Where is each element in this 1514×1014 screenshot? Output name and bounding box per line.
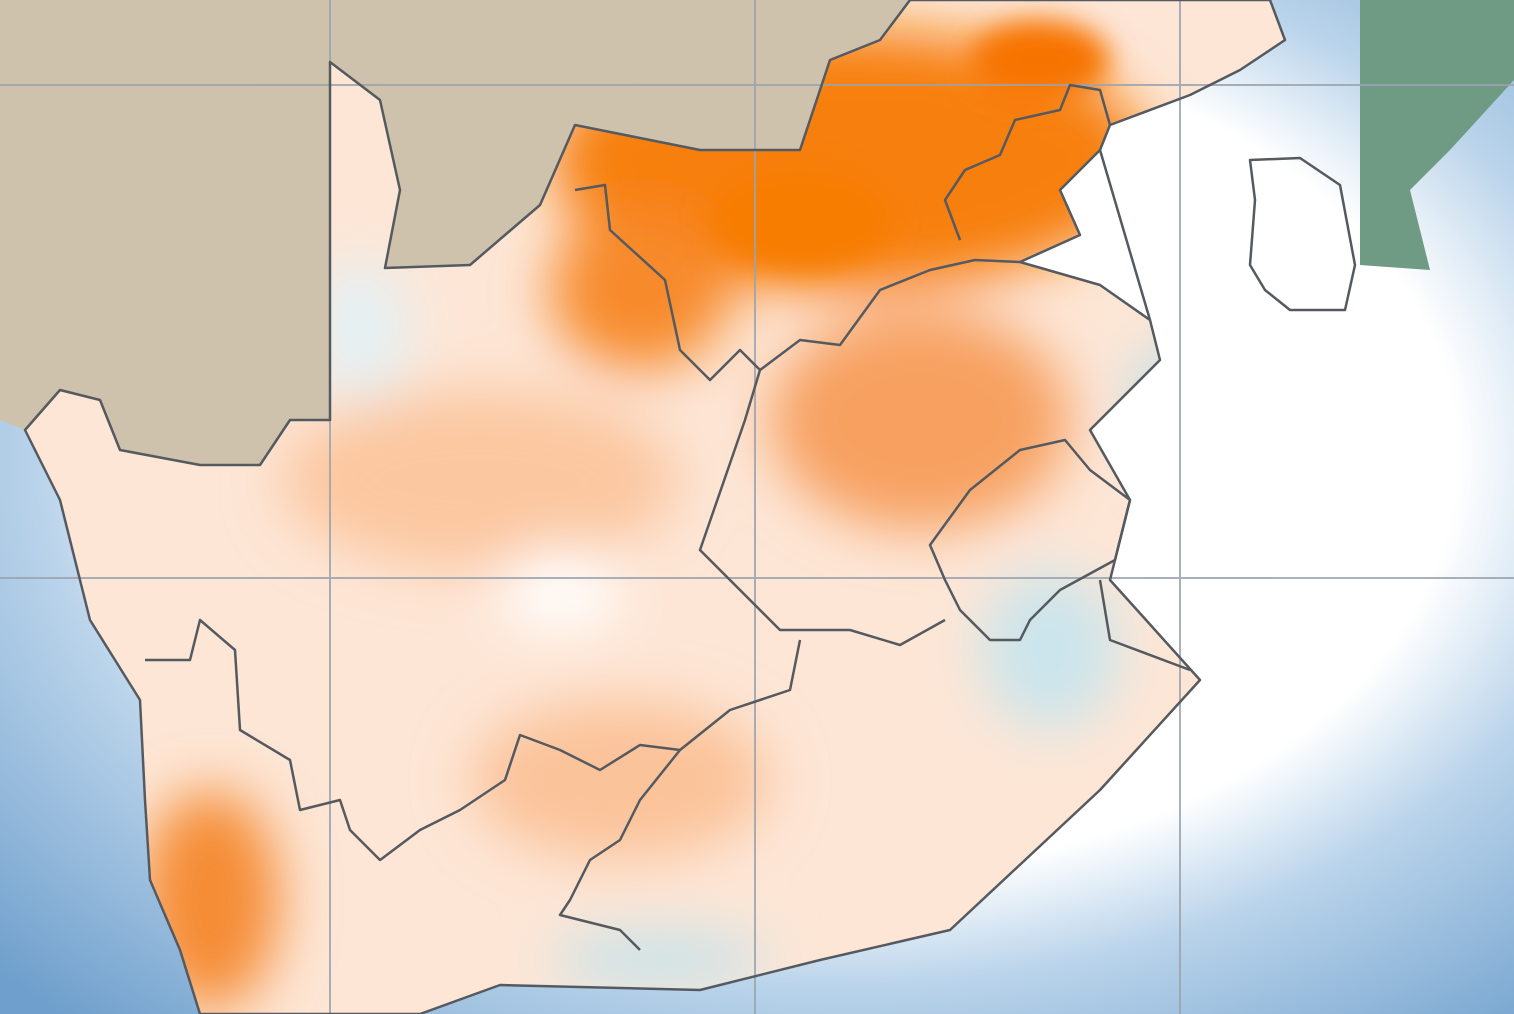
neighbour-land [0,0,910,465]
borders [23,0,1357,1014]
anomaly-blob [710,170,890,270]
anomaly-blob [470,700,770,860]
anomaly-blob [500,550,620,630]
anomaly-blob [280,390,680,570]
province-border [943,83,1112,241]
anomaly-blob [550,210,730,370]
anomaly-blob [970,20,1110,100]
province-border [1098,149,1152,321]
province-border [574,183,1021,382]
anomaly-blob [770,310,1070,530]
province-border [1098,579,1191,672]
province-border [698,369,946,647]
anomaly-blob [550,930,770,990]
province-border [145,618,802,862]
anomaly-blob [310,260,410,400]
mozambique-land [1360,0,1514,270]
lesotho-border [928,438,1132,642]
province-border [558,749,681,951]
eswatini-border [1248,156,1357,312]
anomaly-blob [980,570,1120,730]
